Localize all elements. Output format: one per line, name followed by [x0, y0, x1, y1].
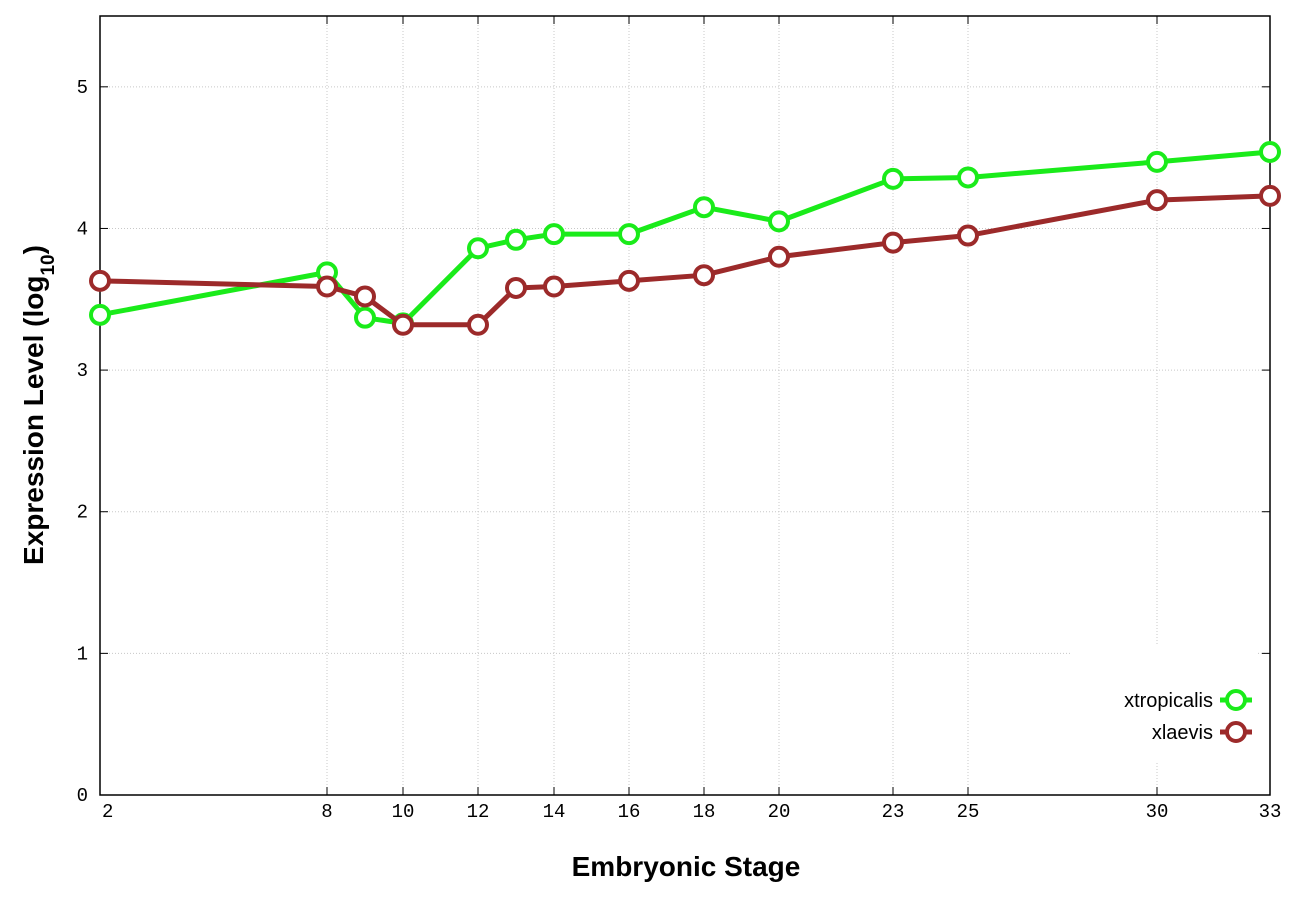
xtropicalis-point [1259, 140, 1281, 163]
xtropicalis-point [768, 210, 790, 233]
legend-marker-xtropicalis [1225, 689, 1247, 711]
xtropicalis-point [543, 223, 565, 246]
xtropicalis-point [467, 237, 489, 260]
xlaevis-point [316, 275, 338, 298]
legend-label-xtropicalis: xtropicalis [1124, 690, 1213, 712]
x-tick-label: 18 [693, 801, 716, 823]
xlaevis-point [467, 313, 489, 336]
xlaevis-point [543, 275, 565, 298]
x-tick-label: 10 [392, 801, 415, 823]
xlaevis-point [354, 285, 376, 308]
y-axis: 0 1 2 3 4 5 [77, 77, 1270, 807]
y-axis-title: Expression Level (log10) [18, 245, 59, 565]
x-tick-label: 20 [768, 801, 791, 823]
legend-label-xlaevis: xlaevis [1152, 722, 1213, 744]
xlaevis-point [693, 264, 715, 287]
x-tick-label: 12 [467, 801, 490, 823]
x-tick-label: 25 [957, 801, 980, 823]
y-tick-label: 5 [77, 77, 88, 99]
y-tick-label: 0 [77, 785, 88, 807]
xtropicalis-point [957, 166, 979, 189]
y-tick-label: 1 [77, 643, 88, 665]
xtropicalis-point [618, 223, 640, 246]
x-tick-label: 8 [321, 801, 332, 823]
x-tick-label: 16 [618, 801, 641, 823]
xlaevis-point [768, 245, 790, 268]
x-tick-label: 14 [543, 801, 566, 823]
xtropicalis-point [354, 306, 376, 329]
y-axis-title-main: Expression Level (log [18, 276, 49, 565]
legend-marker-xlaevis [1225, 721, 1247, 743]
xlaevis-point [505, 276, 527, 299]
y-tick-label: 4 [77, 218, 88, 240]
y-tick-label: 2 [77, 502, 88, 524]
xtropicalis-point [505, 228, 527, 251]
x-tick-label: 2 [102, 801, 113, 823]
xlaevis-point [618, 269, 640, 292]
series-layer [89, 140, 1281, 336]
xlaevis-point [89, 269, 111, 292]
xlaevis-point [957, 224, 979, 247]
xtropicalis-line [99, 149, 1271, 326]
xtropicalis-point [89, 303, 111, 326]
xtropicalis-point [693, 196, 715, 219]
legend: xtropicalis xlaevis [1072, 645, 1258, 763]
grid-lines [100, 16, 1270, 795]
y-axis-title-subscript: 10 [38, 254, 59, 275]
xtropicalis-point [1146, 150, 1168, 173]
xlaevis-point [1259, 184, 1281, 207]
xlaevis-point [882, 231, 904, 254]
xtropicalis-point [882, 167, 904, 190]
x-tick-label: 33 [1259, 801, 1282, 823]
x-axis-title: Embryonic Stage [572, 851, 801, 882]
y-axis-title-close: ) [18, 245, 49, 254]
plot-frame [99, 15, 1271, 796]
xlaevis-point [1146, 189, 1168, 212]
x-tick-label: 30 [1146, 801, 1169, 823]
y-tick-label: 3 [77, 360, 88, 382]
x-axis: 2 8 10 12 14 16 18 20 23 25 30 33 [99, 16, 1282, 823]
x-tick-label: 23 [882, 801, 905, 823]
xlaevis-point [392, 313, 414, 336]
